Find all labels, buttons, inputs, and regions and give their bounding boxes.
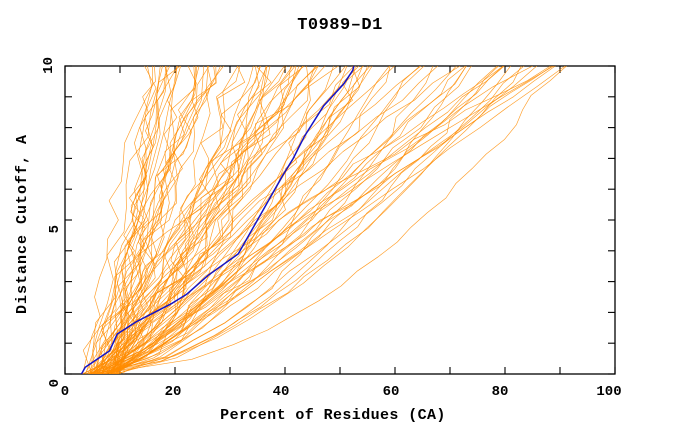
svg-text:40: 40 — [273, 384, 290, 400]
svg-text:100: 100 — [596, 384, 621, 400]
svg-text:10: 10 — [41, 57, 57, 74]
svg-text:20: 20 — [165, 384, 182, 400]
svg-text:Percent of Residues (CA): Percent of Residues (CA) — [220, 407, 446, 424]
svg-text:0: 0 — [47, 379, 63, 387]
svg-text:5: 5 — [47, 225, 63, 233]
svg-text:60: 60 — [383, 384, 400, 400]
svg-text:Distance Cutoff, A: Distance Cutoff, A — [14, 134, 31, 314]
svg-text:80: 80 — [492, 384, 509, 400]
